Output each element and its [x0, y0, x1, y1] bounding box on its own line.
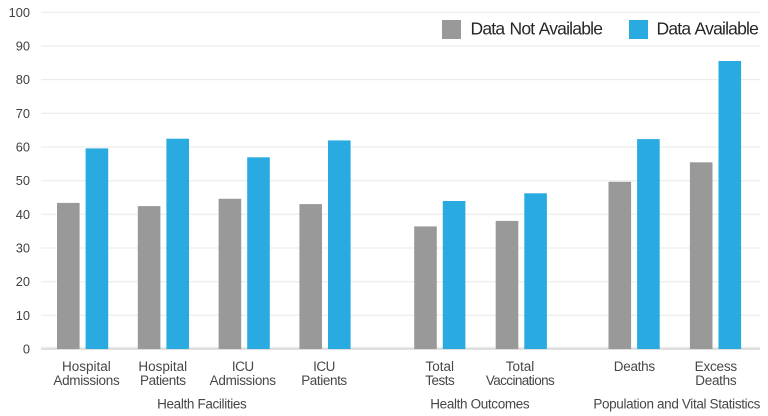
svg-text:Health Outcomes: Health Outcomes: [430, 397, 530, 412]
svg-text:30: 30: [16, 241, 30, 256]
svg-text:Tests: Tests: [425, 373, 455, 388]
svg-text:20: 20: [16, 274, 30, 289]
svg-text:Admissions: Admissions: [53, 373, 120, 388]
svg-text:Excess: Excess: [695, 359, 738, 374]
svg-text:50: 50: [16, 173, 30, 188]
svg-text:40: 40: [16, 207, 30, 222]
svg-text:ICU: ICU: [232, 359, 254, 374]
svg-text:Total: Total: [426, 359, 455, 374]
svg-text:Deaths: Deaths: [695, 373, 737, 388]
svg-text:ICU: ICU: [313, 359, 335, 374]
svg-text:Health Facilities: Health Facilities: [157, 397, 247, 412]
svg-text:Data Available: Data Available: [657, 19, 759, 39]
svg-text:70: 70: [16, 106, 30, 121]
svg-text:Total: Total: [506, 359, 535, 374]
svg-text:Patients: Patients: [140, 373, 186, 388]
svg-text:10: 10: [16, 308, 30, 323]
svg-text:Deaths: Deaths: [614, 359, 656, 374]
svg-text:Hospital: Hospital: [62, 359, 111, 374]
svg-text:Data Not Available: Data Not Available: [471, 19, 603, 39]
svg-text:100: 100: [9, 5, 30, 20]
svg-text:Patients: Patients: [301, 373, 347, 388]
svg-text:60: 60: [16, 140, 30, 155]
svg-text:Vaccinations: Vaccinations: [486, 373, 555, 388]
svg-text:Admissions: Admissions: [210, 373, 277, 388]
svg-text:0: 0: [23, 342, 30, 357]
svg-text:80: 80: [16, 72, 30, 87]
svg-text:90: 90: [16, 39, 30, 54]
svg-text:Population and Vital Statistic: Population and Vital Statistics: [593, 397, 760, 412]
svg-text:Hospital: Hospital: [138, 359, 187, 374]
